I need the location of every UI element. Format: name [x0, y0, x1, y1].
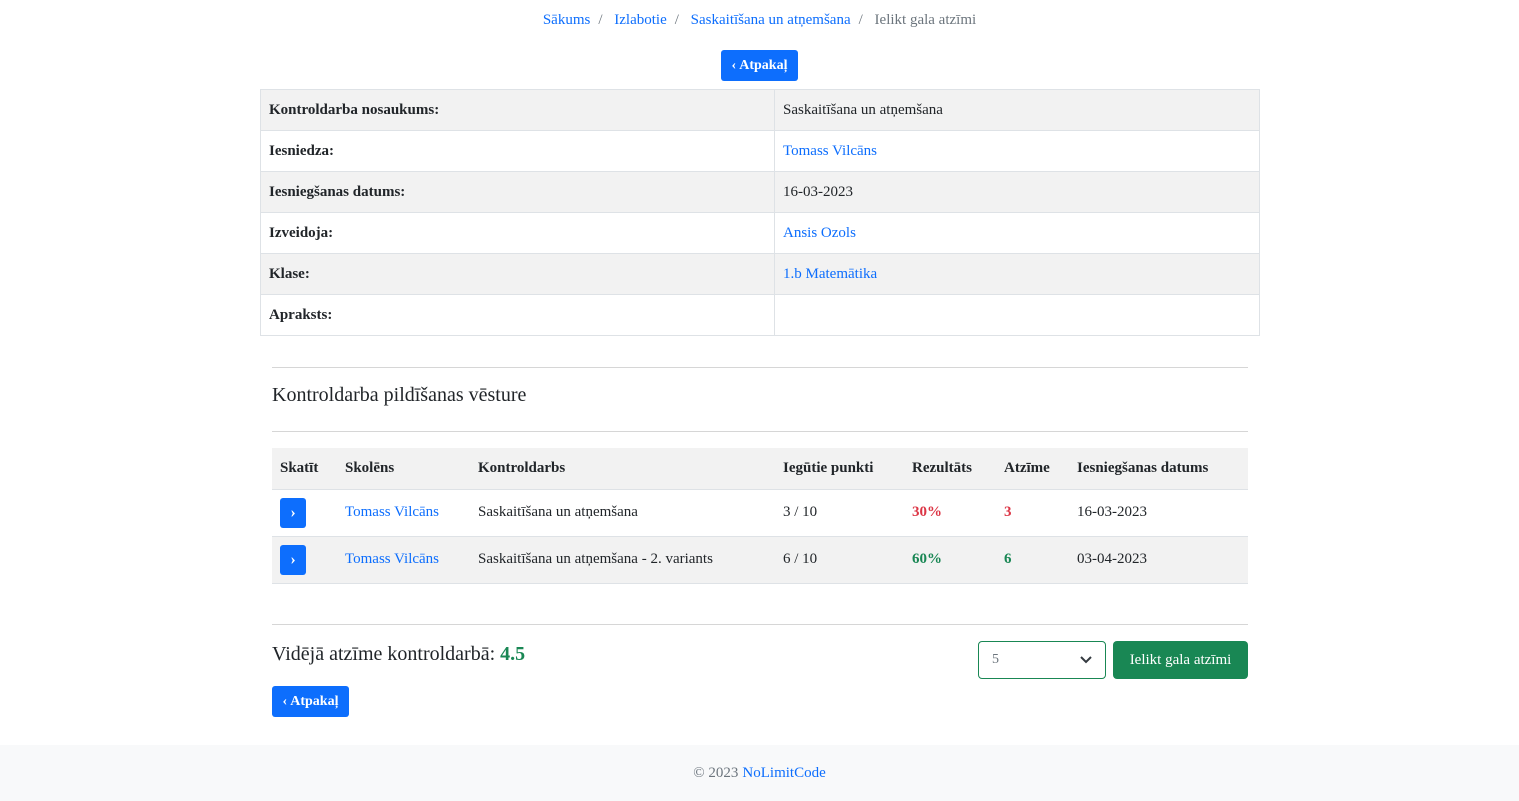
- info-text: Saskaitīšana un atņemšana: [783, 101, 943, 118]
- info-link[interactable]: Tomass Vilcāns: [783, 142, 878, 159]
- submission-date: 03-04-2023: [1069, 536, 1248, 584]
- info-value: 16-03-2023: [774, 171, 1260, 213]
- breadcrumb-separator: /: [674, 12, 679, 28]
- test-name: Saskaitīšana un atņemšana - 2. variants: [470, 536, 775, 584]
- info-value: 1.b Matemātika: [774, 253, 1260, 295]
- info-label: Iesniedza:: [260, 130, 775, 172]
- column-header: Iesniegšanas datums: [1069, 448, 1248, 490]
- column-header: Iegūtie punkti: [775, 448, 904, 490]
- info-value: Tomass Vilcāns: [774, 130, 1260, 172]
- footer: © 2023 NoLimitCode: [0, 745, 1519, 801]
- info-label: Apraksts:: [260, 294, 775, 336]
- divider: [272, 624, 1248, 625]
- view-button[interactable]: ›: [280, 497, 306, 528]
- set-final-grade-button[interactable]: Ielikt gala atzīmi: [1113, 641, 1248, 679]
- back-label: Atpakaļ: [290, 693, 339, 709]
- chevron-left-icon: ‹: [282, 693, 288, 709]
- info-text: 16-03-2023: [783, 183, 853, 200]
- chevron-right-icon: ›: [290, 550, 296, 568]
- info-value: [774, 294, 1260, 336]
- info-row: Iesniedza: Tomass Vilcāns: [260, 130, 1260, 172]
- column-header: Skatīt: [272, 448, 337, 490]
- brand-link[interactable]: NoLimitCode: [742, 764, 826, 781]
- grade: 6: [996, 536, 1069, 584]
- history-title: Kontroldarba pildīšanas vēsture: [272, 384, 527, 406]
- info-row: Apraksts:: [260, 294, 1260, 336]
- info-row: Iesniegšanas datums: 16-03-2023: [260, 171, 1260, 213]
- result: 60%: [904, 536, 996, 584]
- info-label: Kontroldarba nosaukums:: [260, 89, 775, 131]
- info-link[interactable]: 1.b Matemātika: [783, 265, 878, 282]
- info-value: Saskaitīšana un atņemšana: [774, 89, 1260, 131]
- info-row: Klase: 1.b Matemātika: [260, 253, 1260, 295]
- student-link[interactable]: Tomass Vilcāns: [345, 504, 440, 520]
- divider: [272, 431, 1248, 432]
- breadcrumb-separator: /: [598, 12, 603, 28]
- info-label: Izveidoja:: [260, 212, 775, 254]
- column-header: Rezultāts: [904, 448, 996, 490]
- breadcrumb-separator: /: [858, 12, 863, 28]
- final-grade-value: 5: [992, 652, 999, 667]
- result: 30%: [904, 489, 996, 537]
- view-button[interactable]: ›: [280, 544, 306, 575]
- back-button-top[interactable]: ‹ Atpakaļ: [721, 50, 798, 81]
- back-label: Atpakaļ: [739, 57, 788, 73]
- test-info-table: Kontroldarba nosaukums: Saskaitīšana un a…: [260, 89, 1260, 336]
- divider: [272, 367, 1248, 368]
- average-label: Vidējā atzīme kontroldarbā:: [272, 643, 496, 665]
- average-grade: Vidējā atzīme kontroldarbā: 4.5: [272, 643, 525, 666]
- points: 3 / 10: [775, 489, 904, 537]
- test-name: Saskaitīšana un atņemšana: [470, 489, 775, 537]
- info-label: Iesniegšanas datums:: [260, 171, 775, 213]
- info-value: Ansis Ozols: [774, 212, 1260, 254]
- info-row: Izveidoja: Ansis Ozols: [260, 212, 1260, 254]
- history-table: Skatīt Skolēns Kontroldarbs Iegūtie punkti R…: [272, 448, 1248, 584]
- breadcrumb: Sākums / Izlabotie / Saskaitīšana un atņem…: [0, 12, 1519, 29]
- breadcrumb-current: Ielikt gala atzīmi: [874, 12, 977, 28]
- breadcrumb-home[interactable]: Sākums: [542, 12, 591, 28]
- column-header: Kontroldarbs: [470, 448, 775, 490]
- back-button-bottom[interactable]: ‹ Atpakaļ: [272, 686, 349, 717]
- table-row: › Tomass Vilcāns Saskaitīšana un atņemša…: [272, 536, 1248, 584]
- breadcrumb-corrected[interactable]: Izlabotie: [614, 12, 667, 28]
- info-row: Kontroldarba nosaukums: Saskaitīšana un a…: [260, 89, 1260, 131]
- column-header: Skolēns: [337, 448, 470, 490]
- student-link[interactable]: Tomass Vilcāns: [345, 551, 440, 567]
- chevron-down-icon: [1080, 656, 1092, 664]
- info-link[interactable]: Ansis Ozols: [783, 224, 856, 241]
- info-label: Klase:: [260, 253, 775, 295]
- column-header: Atzīme: [996, 448, 1069, 490]
- average-value: 4.5: [500, 643, 526, 665]
- chevron-right-icon: ›: [290, 503, 296, 521]
- copyright: © 2023: [693, 764, 739, 781]
- chevron-left-icon: ‹: [731, 57, 737, 73]
- submission-date: 16-03-2023: [1069, 489, 1248, 537]
- final-grade-select[interactable]: 5: [978, 641, 1106, 679]
- grade: 3: [996, 489, 1069, 537]
- breadcrumb-test[interactable]: Saskaitīšana un atņemšana: [690, 12, 851, 28]
- table-row: › Tomass Vilcāns Saskaitīšana un atņemša…: [272, 489, 1248, 537]
- points: 6 / 10: [775, 536, 904, 584]
